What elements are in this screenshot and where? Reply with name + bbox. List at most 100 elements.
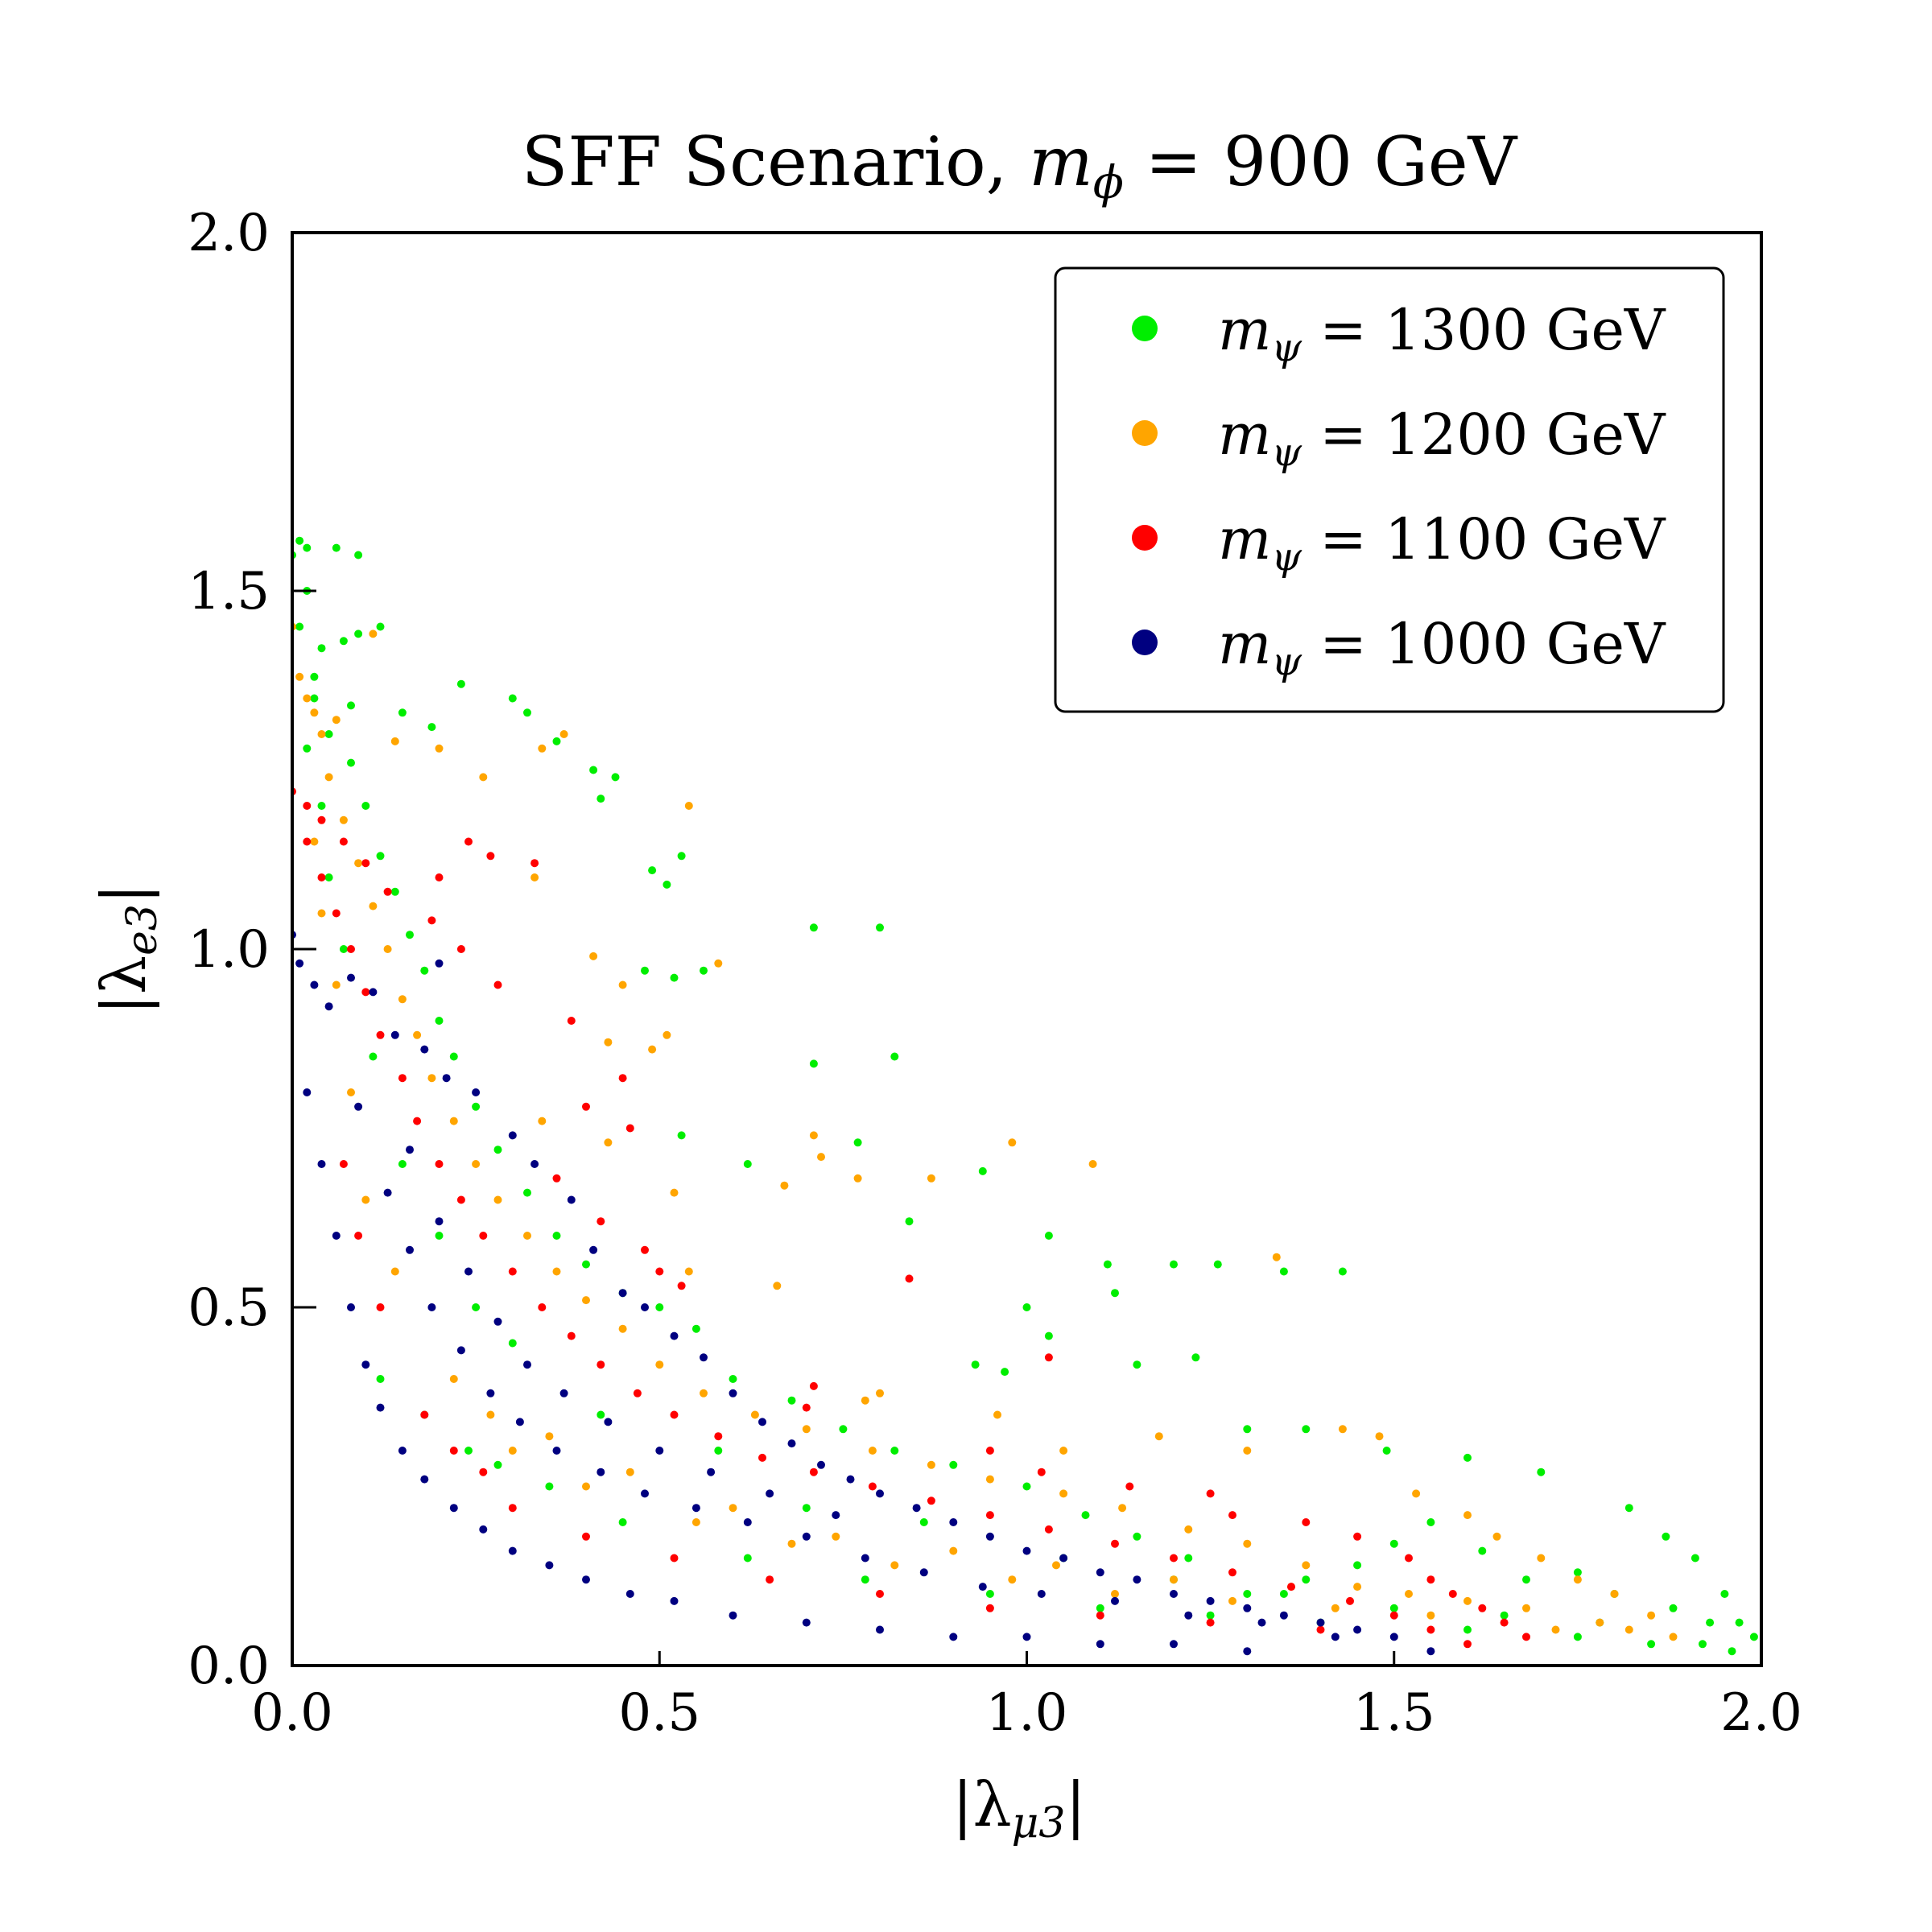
data-point [493,980,502,989]
data-point [354,1102,363,1111]
data-point [912,1504,921,1513]
data-point [868,1447,877,1455]
data-point [354,551,363,559]
data-point [655,1447,664,1455]
data-point [927,1174,935,1183]
data-point [729,1504,737,1513]
data-point [1389,1539,1398,1548]
data-point [1096,1640,1104,1649]
data-point [1287,1583,1295,1591]
legend-label: mψ = 1200 GeV [1218,402,1666,475]
data-point [832,1511,840,1520]
data-point [479,1525,488,1534]
y-tick-label: 1.5 [188,562,270,621]
data-point [1463,1640,1472,1649]
data-point [978,1166,987,1175]
data-point [978,1583,987,1591]
y-axis: 0.0 0.5 1.0 1.5 2.0 [188,204,316,1696]
data-point [714,959,723,968]
data-point [641,966,649,975]
data-point [552,1267,561,1276]
data-point [1353,1532,1362,1541]
data-point [985,1475,994,1484]
data-point [1492,1532,1501,1541]
legend-entry: mψ = 1000 GeV [1132,611,1666,684]
data-point [802,1504,811,1513]
data-point [684,1267,693,1276]
data-point [1184,1525,1193,1534]
data-point [1353,1625,1362,1634]
data-point [802,1403,811,1412]
legend-marker [1132,316,1158,341]
data-point [919,1568,928,1577]
data-point [1551,1625,1560,1634]
data-point [876,1389,884,1397]
data-point [435,959,444,968]
data-point [420,1475,429,1484]
data-point [655,1303,664,1311]
x-tick-label: 1.0 [986,1683,1068,1743]
data-point [582,1575,590,1584]
data-point [1610,1590,1619,1598]
data-point [398,995,407,1004]
data-point [663,880,671,889]
y-tick-label: 0.5 [188,1278,270,1338]
data-point [1206,1618,1215,1627]
data-point [420,966,429,975]
data-point [861,1554,869,1563]
legend-marker [1132,630,1158,655]
data-point [743,1160,752,1168]
data-point [361,802,370,810]
data-point [1463,1596,1472,1605]
data-point [625,1590,634,1598]
data-point [1302,1575,1311,1584]
data-point [552,737,561,745]
data-point [817,1460,825,1469]
data-point [347,1303,355,1311]
data-point [530,873,539,881]
data-point [390,887,399,896]
data-point [949,1546,958,1555]
data-point [949,1460,958,1469]
data-point [435,1160,444,1168]
data-point [625,1468,634,1476]
data-point [332,543,341,552]
data-point [1338,1267,1347,1276]
data-point [310,672,319,681]
data-point [317,644,326,653]
data-point [479,1232,488,1240]
data-point [949,1633,958,1641]
series-2 [292,787,1530,1649]
data-point [406,1146,414,1154]
data-point [1213,1260,1222,1269]
x-axis: 0.0 0.5 1.0 1.5 2.0 [251,1651,1802,1743]
data-point [493,1460,502,1469]
data-point [809,1381,818,1390]
data-point [655,1267,664,1276]
data-point [552,1232,561,1240]
data-point [1206,1611,1215,1620]
data-point [985,1447,994,1455]
legend-entry: mψ = 1100 GeV [1132,506,1666,580]
data-point [927,1460,935,1469]
data-point [449,1504,458,1513]
data-point [780,1181,789,1190]
data-point [332,909,341,918]
data-point [1088,1160,1097,1168]
data-point [773,1282,782,1290]
data-point [766,1575,774,1584]
data-point [691,1324,700,1333]
data-point [700,1353,708,1362]
data-point [449,1117,458,1125]
data-point [413,1030,422,1039]
data-point [648,866,657,875]
data-point [604,1138,613,1147]
chart-title: SFF Scenario, mϕ = 900 GeV [522,122,1518,209]
data-point [545,1432,554,1441]
data-point [714,1432,723,1441]
data-point [369,988,378,997]
data-point [684,802,693,810]
data-point [442,1074,451,1083]
data-point [1081,1511,1090,1520]
